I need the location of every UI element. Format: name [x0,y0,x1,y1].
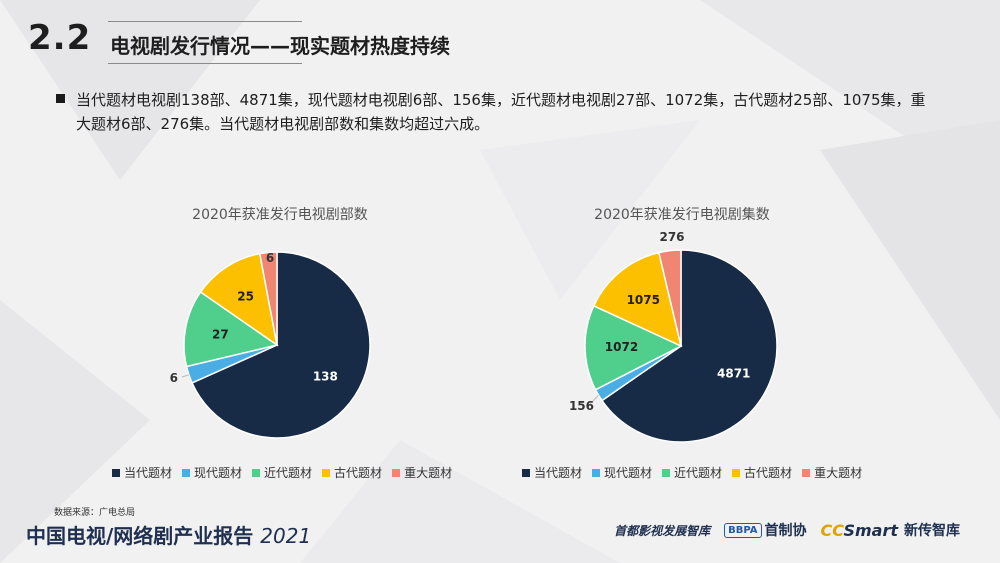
chart-title-left: 2020年获准发行电视剧部数 [192,207,368,223]
leader-line-2 [589,394,599,405]
pie-slice-3 [183,290,279,368]
report-title: 中国电视/网络剧产业报告 2021 [26,520,311,549]
legend-right: 当代题材 现代题材 近代题材 古代题材 重大题材 [522,464,862,481]
legend-label: 古代题材 [334,466,383,480]
data-label-4: 1075 [627,293,660,307]
legend-swatch [252,468,261,477]
legend-label: 现代题材 [604,466,653,480]
logo-bbpa-box: BBPA [724,522,762,538]
legend-item-5: 重大题材 [392,464,452,481]
title-divider-bottom [108,63,302,64]
data-label-5: 276 [659,230,684,244]
chart-title-right: 2020年获准发行电视剧集数 [594,207,770,223]
legend-label: 当代题材 [534,466,583,480]
legend-label: 近代题材 [674,466,723,480]
data-label-5: 6 [266,251,274,265]
legend-label: 重大题材 [814,466,863,480]
legend-item-3: 近代题材 [252,464,312,481]
logo-bbpa-text: 首制协 [764,523,807,539]
legend-left: 当代题材 现代题材 近代题材 古代题材 重大题材 [112,464,452,481]
data-label-1: 4871 [717,367,750,381]
legend-label: 近代题材 [264,466,313,480]
pie-slice-4 [199,252,279,347]
legend-swatch [392,468,401,477]
pie-slice-1 [600,249,778,443]
legend-label: 古代题材 [744,466,793,480]
data-label-3: 1072 [605,340,638,354]
legend-swatch [592,468,601,477]
legend-label: 重大题材 [404,466,453,480]
data-label-3: 27 [212,327,229,341]
pie-slice-4 [592,251,683,348]
data-label-4: 25 [237,290,254,304]
logo-ccsmart-smart: Smart [843,520,898,540]
legend-item-1: 当代题材 [112,464,172,481]
legend-swatch [112,468,120,477]
bullet-text: 当代题材电视剧138部、4871集，现代题材电视剧6部、156集，近代题材电视剧… [76,91,926,133]
report-title-text: 中国电视/网络剧产业报告 [26,524,254,548]
legend-item-4: 古代题材 [732,464,792,481]
bullet-square-icon [56,94,65,103]
leader-line-2 [181,374,190,378]
legend-swatch [662,468,671,477]
legend-swatch [322,468,331,477]
data-source: 数据来源：广电总局 [54,508,136,518]
legend-item-4: 古代题材 [322,464,382,481]
legend-label: 当代题材 [124,466,173,480]
legend-item-2: 现代题材 [182,464,242,481]
logo-ccsmart-cc: CC [820,520,844,540]
legend-item-2: 现代题材 [592,464,652,481]
legend-swatch [522,468,530,477]
footer-logos: 首都影视发展智库 BBPA 首制协 CCSmart 新传智库 [614,520,960,540]
logo-capital-film-think-tank: 首都影视发展智库 [614,523,711,538]
report-year: 2021 [260,524,312,548]
legend-item-1: 当代题材 [522,464,582,481]
pie-slice-3 [584,304,683,391]
data-label-2: 6 [170,371,178,385]
pie-slice-1 [191,251,371,439]
legend-label: 现代题材 [194,466,243,480]
logo-bbpa: BBPA 首制协 [724,520,807,540]
title-divider-top [108,21,302,22]
section-number: 2.2 [28,18,92,58]
legend-swatch [732,468,741,477]
section-title: 电视剧发行情况——现实题材热度持续 [110,34,450,58]
data-label-2: 156 [569,399,594,413]
legend-item-5: 重大题材 [802,464,862,481]
pie-slice-5 [258,251,278,346]
logo-ccsmart-text: 新传智库 [904,523,960,539]
legend-item-3: 近代题材 [662,464,722,481]
pie-slice-5 [657,249,682,347]
logo-ccsmart: CCSmart 新传智库 [821,520,960,540]
legend-swatch [182,468,191,477]
data-label-1: 138 [313,369,338,383]
legend-swatch [802,468,811,477]
